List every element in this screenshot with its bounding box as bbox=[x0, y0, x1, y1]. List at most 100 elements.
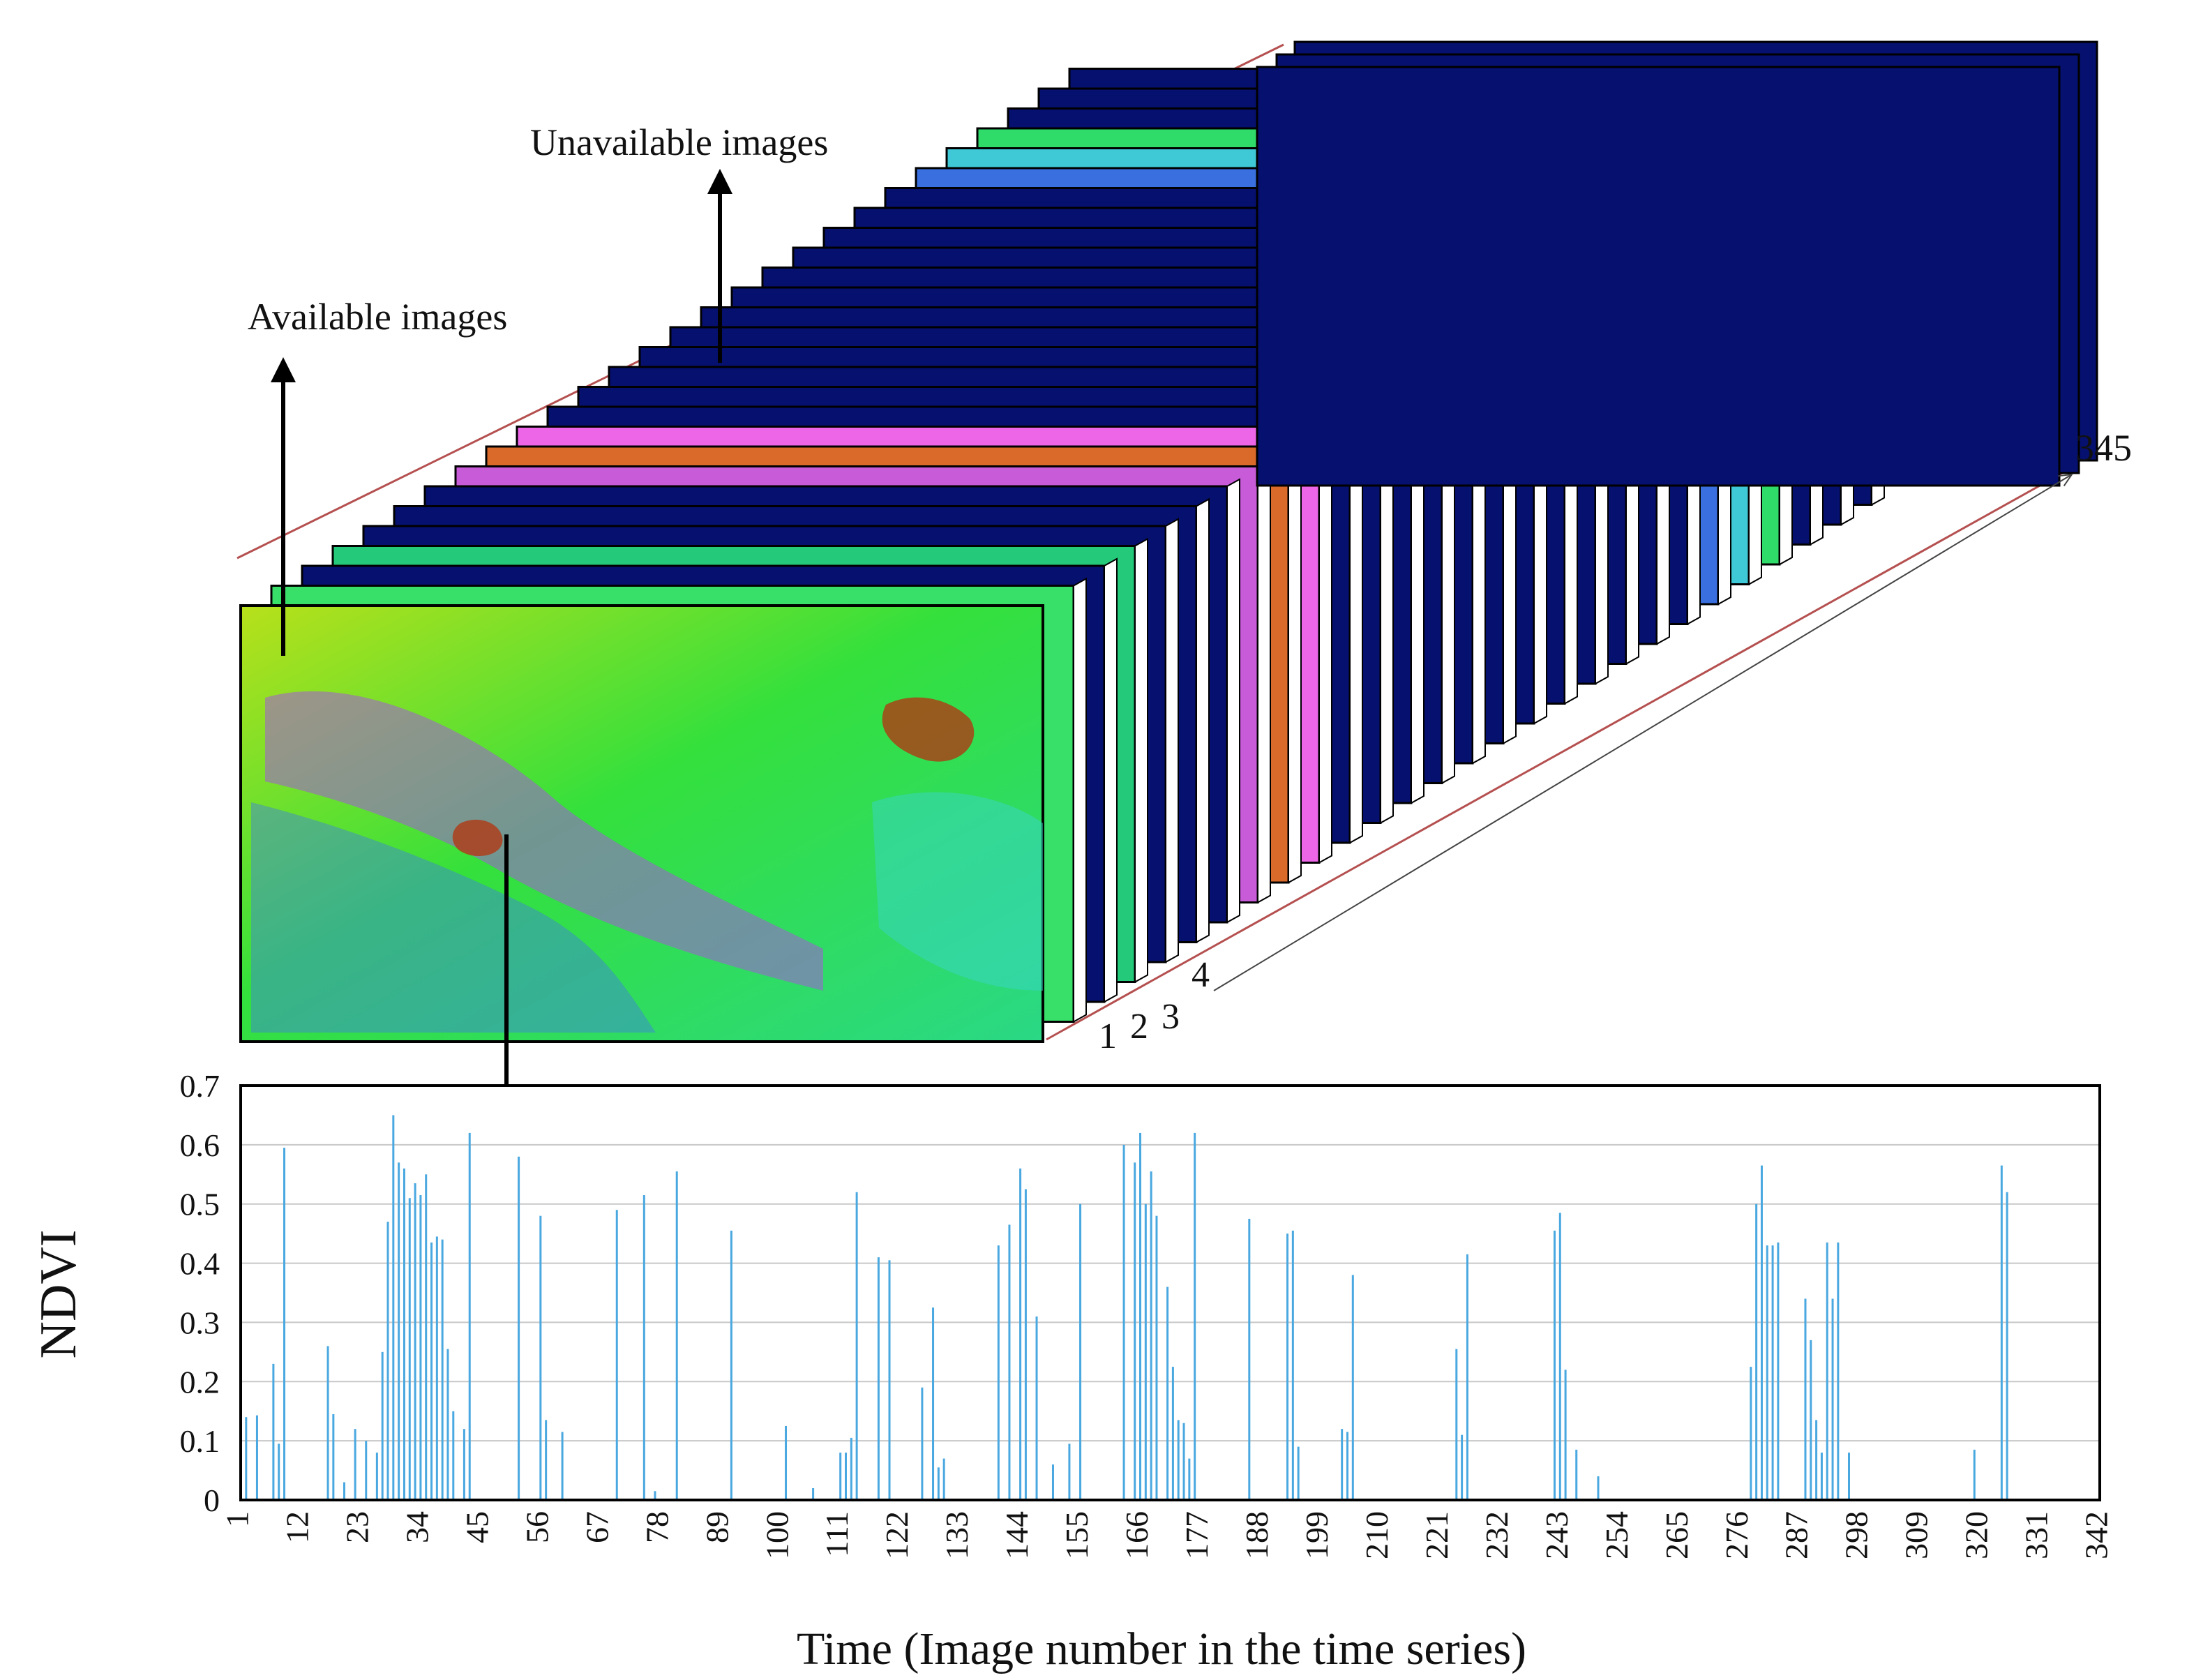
bar bbox=[1766, 1245, 1768, 1500]
bar bbox=[1122, 1144, 1125, 1500]
bar bbox=[414, 1183, 416, 1500]
x-tick-label: 320 bbox=[1959, 1511, 1994, 1559]
bar bbox=[1564, 1370, 1567, 1500]
bar bbox=[332, 1413, 335, 1500]
bar bbox=[1150, 1171, 1152, 1500]
bar bbox=[1008, 1224, 1011, 1500]
bar bbox=[1139, 1132, 1142, 1500]
bar bbox=[997, 1245, 1000, 1500]
bar bbox=[561, 1432, 564, 1500]
bar bbox=[654, 1491, 656, 1500]
bar bbox=[1461, 1434, 1464, 1500]
bar bbox=[1837, 1242, 1840, 1500]
bar bbox=[1144, 1203, 1147, 1500]
x-tick-label: 144 bbox=[999, 1511, 1035, 1559]
x-tick-label: 155 bbox=[1059, 1511, 1095, 1559]
bar bbox=[386, 1222, 389, 1500]
y-tick-labels: 0 0.1 0.2 0.3 0.4 0.5 0.6 0.7 bbox=[180, 1068, 220, 1518]
bar bbox=[1973, 1449, 1976, 1500]
stack-frame-last bbox=[1256, 40, 2098, 487]
x-tick-label: 331 bbox=[2019, 1511, 2054, 1559]
bar bbox=[1346, 1432, 1348, 1500]
plot-frame bbox=[239, 1084, 2101, 1501]
bar bbox=[2006, 1192, 2008, 1500]
x-tick-label: 210 bbox=[1359, 1511, 1395, 1559]
bar bbox=[1760, 1165, 1763, 1500]
bar bbox=[1166, 1287, 1169, 1500]
x-tick-label: 100 bbox=[759, 1511, 795, 1559]
y-tick-label: 0.1 bbox=[180, 1423, 220, 1459]
bar bbox=[1575, 1449, 1578, 1500]
bar bbox=[381, 1351, 384, 1500]
available-images-label: Available images bbox=[248, 296, 507, 338]
bar bbox=[468, 1132, 471, 1500]
front-available-image bbox=[239, 604, 1044, 1043]
stack-edge-bottom bbox=[1046, 470, 2066, 1041]
depth-label-2: 2 bbox=[1130, 1007, 1148, 1047]
bar bbox=[545, 1420, 548, 1500]
x-tick-label: 111 bbox=[819, 1511, 855, 1557]
blue-area bbox=[251, 802, 656, 1033]
bar bbox=[1297, 1446, 1300, 1500]
bar bbox=[785, 1425, 788, 1500]
bar bbox=[1286, 1233, 1289, 1500]
bar bbox=[425, 1174, 428, 1500]
x-tick-label: 89 bbox=[699, 1511, 735, 1543]
bar bbox=[452, 1411, 455, 1500]
ndvi-chart: 0 0.1 0.2 0.3 0.4 0.5 0.6 0.7 1 12 23 34 45 56 67 78 89… bbox=[30, 1068, 2114, 1674]
cyan-area bbox=[872, 792, 1043, 991]
y-tick-label: 0.7 bbox=[180, 1068, 220, 1104]
bar bbox=[1182, 1423, 1185, 1500]
depth-label-1: 1 bbox=[1099, 1017, 1117, 1056]
red-patches bbox=[452, 697, 975, 857]
bar bbox=[839, 1453, 842, 1500]
x-tick-label: 166 bbox=[1119, 1511, 1155, 1559]
plot-background bbox=[241, 1086, 2100, 1500]
bars bbox=[239, 1115, 2008, 1500]
bar bbox=[1597, 1476, 1600, 1500]
x-tick-label: 199 bbox=[1299, 1511, 1335, 1559]
y-tick-label: 0.6 bbox=[180, 1127, 220, 1163]
bar bbox=[1777, 1242, 1780, 1500]
bar bbox=[446, 1349, 449, 1500]
bar bbox=[2000, 1165, 2003, 1500]
x-axis-label: Time (Image number in the time series) bbox=[797, 1623, 1526, 1674]
bar bbox=[463, 1429, 465, 1500]
x-tick-label: 309 bbox=[1899, 1511, 1934, 1559]
y-tick-label: 0.4 bbox=[180, 1246, 220, 1282]
x-tick-label: 287 bbox=[1779, 1511, 1814, 1559]
gridlines bbox=[241, 1143, 2100, 1442]
bar bbox=[1466, 1254, 1468, 1500]
y-tick-label: 0.5 bbox=[180, 1187, 220, 1222]
bar bbox=[1171, 1367, 1174, 1500]
bar bbox=[255, 1415, 258, 1500]
bar bbox=[1155, 1215, 1158, 1500]
bar bbox=[1804, 1298, 1807, 1500]
bar bbox=[1291, 1230, 1294, 1500]
bar bbox=[1019, 1168, 1022, 1500]
bar bbox=[932, 1307, 935, 1500]
bar bbox=[1134, 1162, 1136, 1500]
y-tick-label: 0 bbox=[204, 1483, 220, 1518]
x-tick-label: 23 bbox=[339, 1511, 375, 1543]
bar bbox=[1079, 1203, 1082, 1500]
bar bbox=[272, 1363, 275, 1500]
bar bbox=[278, 1443, 280, 1500]
bar bbox=[408, 1198, 411, 1500]
depth-label-3: 3 bbox=[1162, 997, 1180, 1037]
bar bbox=[441, 1239, 444, 1500]
bar bbox=[1826, 1242, 1828, 1500]
bar bbox=[1755, 1203, 1758, 1500]
time-axis-arrow bbox=[1213, 474, 2072, 991]
bar bbox=[403, 1168, 405, 1500]
x-tick-label: 243 bbox=[1539, 1511, 1574, 1559]
bar bbox=[850, 1437, 852, 1500]
bar bbox=[398, 1162, 400, 1500]
bar bbox=[343, 1482, 345, 1500]
bar bbox=[1051, 1464, 1054, 1500]
x-tick-label: 133 bbox=[939, 1511, 975, 1559]
bar bbox=[1815, 1420, 1818, 1500]
bar bbox=[675, 1171, 678, 1500]
x-tick-label: 232 bbox=[1479, 1511, 1514, 1559]
